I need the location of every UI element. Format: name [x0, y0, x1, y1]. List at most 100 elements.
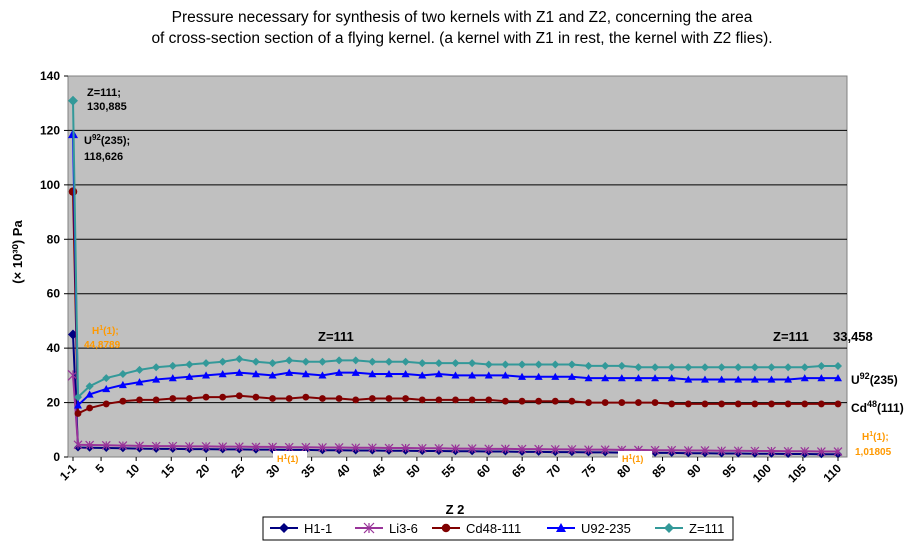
legend-swatch-marker — [556, 523, 566, 532]
data-point-cd48-111 — [402, 395, 410, 402]
y-axis-label: (× 10³⁰) Pa — [10, 220, 25, 284]
annotation-z111-right-value: 33,458 — [833, 329, 873, 344]
data-point-li3-6 — [434, 443, 444, 453]
data-point-li3-6 — [384, 443, 394, 453]
y-tick-label: 80 — [47, 232, 61, 246]
data-point-u92-235 — [384, 369, 393, 378]
data-point-cd48-111 — [136, 396, 143, 404]
x-tick-label: 60 — [474, 461, 494, 481]
data-point-cd48-111 — [468, 396, 476, 404]
legend-label: U92-235 — [581, 521, 631, 536]
data-point-li3-6 — [151, 441, 161, 451]
data-point-u92-235 — [501, 371, 510, 379]
annotation-u92-top: U92(235); — [84, 133, 130, 147]
data-point-li3-6 — [800, 446, 810, 456]
data-point-u92-235 — [800, 374, 809, 382]
data-point-cd48-111 — [834, 400, 842, 408]
data-point-cd48-111 — [485, 396, 493, 404]
data-point-u92-235 — [734, 375, 743, 383]
data-point-cd48-111 — [368, 395, 376, 402]
data-point-z-111 — [301, 357, 310, 366]
series-z-111 — [68, 95, 842, 402]
series-li3-6 — [67, 369, 843, 456]
data-point-z-111 — [501, 360, 510, 369]
annotation-h1-right: H1(1); — [862, 431, 889, 443]
x-axis-ticks: 1-1 5 10 15 20 25 30 35 40 45 50 55 60 65 70 75 80 85 90 95… — [57, 457, 844, 485]
data-point-li3-6 — [101, 440, 111, 450]
annotation-z111-top-a: Z=111; — [87, 87, 121, 99]
data-point-cd48-111 — [452, 396, 459, 404]
data-point-z-111 — [767, 363, 776, 372]
x-tick-label: 85 — [649, 461, 669, 481]
annotation-u92-top-value: 118,626 — [84, 151, 123, 163]
data-point-cd48-111 — [551, 397, 559, 405]
y-tick-label: 120 — [40, 123, 60, 137]
data-point-li3-6 — [334, 443, 344, 452]
x-tick-label: 95 — [720, 461, 740, 481]
data-point-li3-6 — [534, 444, 544, 454]
data-point-u92-235 — [335, 368, 344, 376]
data-point-u92-235 — [451, 371, 460, 379]
series-cd48-111 — [68, 187, 842, 417]
data-point-li3-6 — [351, 443, 361, 453]
x-tick-label: 110 — [821, 461, 845, 485]
data-point-cd48-111 — [801, 400, 809, 408]
data-point-u92-235 — [368, 369, 377, 378]
data-point-u92-235 — [268, 371, 277, 379]
data-point-li3-6 — [417, 443, 427, 453]
x-tick-label: 100 — [750, 461, 774, 485]
data-point-z-111 — [717, 363, 726, 372]
data-point-li3-6 — [667, 445, 677, 455]
data-point-z-111 — [418, 359, 427, 368]
data-point-li3-6 — [550, 444, 560, 454]
data-point-li3-6 — [733, 446, 743, 456]
data-point-li3-6 — [650, 445, 660, 455]
y-tick-label: 20 — [47, 396, 61, 410]
data-point-u92-235 — [634, 374, 643, 382]
data-point-z-111 — [617, 361, 626, 370]
data-point-u92-235 — [750, 375, 759, 383]
data-point-u92-235 — [534, 372, 543, 380]
data-point-li3-6 — [401, 443, 411, 453]
data-point-z-111 — [335, 356, 344, 365]
data-point-u92-235 — [567, 372, 576, 380]
legend-swatch-marker — [441, 523, 451, 533]
data-point-z-111 — [401, 357, 410, 366]
data-point-u92-235 — [700, 375, 709, 383]
data-point-z-111 — [551, 360, 560, 369]
data-point-li3-6 — [750, 446, 760, 456]
data-point-cd48-111 — [152, 396, 160, 404]
annotation-z111-mid: Z=111 — [318, 329, 354, 344]
data-point-z-111 — [584, 361, 593, 370]
data-point-u92-235 — [318, 371, 327, 379]
data-point-z-111 — [135, 365, 144, 374]
data-point-li3-6 — [600, 445, 610, 455]
legend — [262, 516, 734, 541]
x-tick-label: 15 — [158, 461, 178, 481]
data-point-li3-6 — [251, 442, 261, 452]
data-point-li3-6 — [85, 440, 95, 450]
x-tick-label: 5 — [93, 461, 108, 476]
data-point-u92-235 — [784, 375, 793, 383]
x-tick-label: 1-1 — [57, 461, 79, 483]
data-point-z-111 — [268, 359, 277, 368]
data-point-li3-6 — [268, 442, 277, 452]
legend-label: H1-1 — [304, 521, 332, 536]
data-point-cd48-111 — [651, 399, 659, 406]
plot-area — [67, 75, 848, 458]
data-point-li3-6 — [218, 442, 228, 452]
annotation-h1-right-value: 1,01805 — [855, 447, 892, 458]
data-point-cd48-111 — [86, 404, 94, 412]
data-point-cd48-111 — [169, 395, 177, 402]
annotation-h1-box2: H1(1) — [622, 454, 643, 464]
data-point-cd48-111 — [335, 395, 343, 402]
legend-swatch-marker — [363, 522, 375, 534]
data-point-li3-6 — [717, 446, 727, 456]
annotation-z111-top-b: 130,885 — [87, 101, 127, 113]
data-point-cd48-111 — [219, 393, 227, 401]
data-point-cd48-111 — [535, 397, 543, 405]
data-point-z-111 — [318, 357, 327, 366]
data-point-li3-6 — [517, 444, 527, 454]
